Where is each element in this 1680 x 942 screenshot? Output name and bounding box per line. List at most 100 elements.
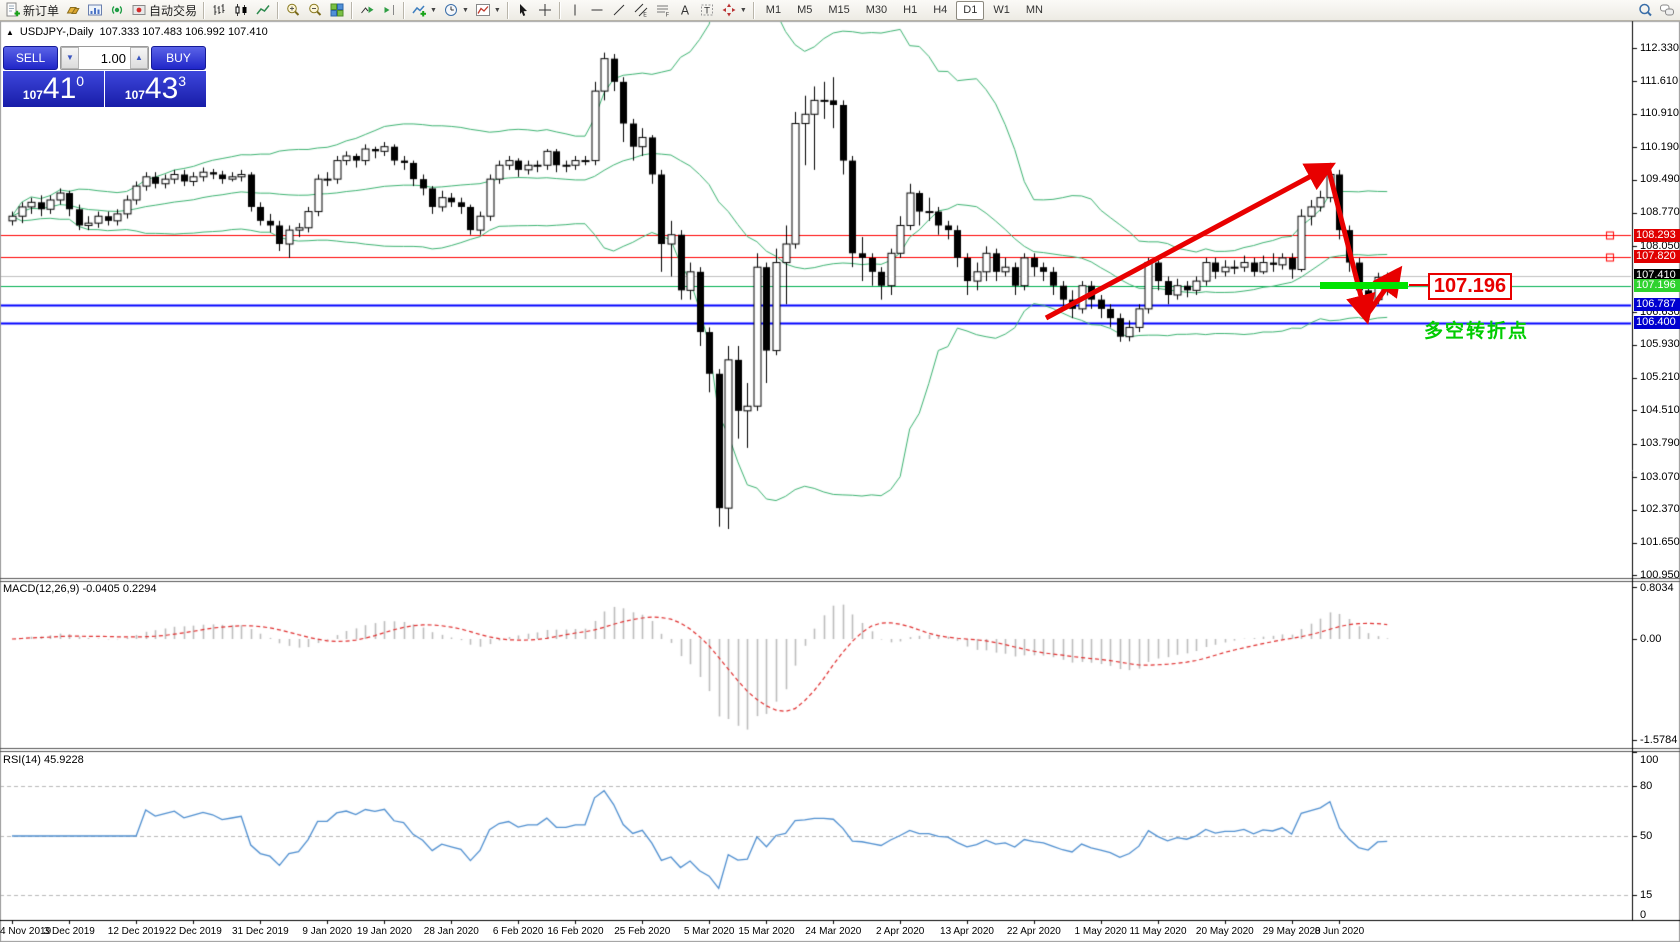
sell-price[interactable]: 107 41 0 <box>3 71 104 107</box>
crosshair-button[interactable] <box>534 0 556 21</box>
sell-price-pips: 41 <box>42 72 77 105</box>
time-axis-label: 28 Jan 2020 <box>423 926 479 937</box>
fibonacci-button[interactable]: F <box>652 0 674 21</box>
buy-price-point: 3 <box>178 73 187 89</box>
arrows-icon <box>722 3 736 17</box>
news-icon <box>111 6 123 14</box>
zoom-out-button[interactable] <box>304 0 326 21</box>
timeframe-w1-button[interactable]: W1 <box>993 3 1010 16</box>
fibonacci-icon: F <box>656 5 670 19</box>
search-icon <box>1639 3 1652 17</box>
crosshair-icon <box>538 4 551 16</box>
rsi-axis-tick: 80 <box>1640 779 1653 792</box>
toolbar-separator <box>351 1 354 19</box>
symbol-name: USDJPY-,Daily <box>19 26 94 38</box>
chart-shift-button[interactable] <box>378 0 400 21</box>
price-axis-tick: 108.050 <box>1640 239 1680 252</box>
svg-text:T: T <box>703 7 710 17</box>
rsi-axis-tick: 100 <box>1640 754 1659 766</box>
indicators-button[interactable]: ▼ <box>408 0 440 21</box>
timeframe-m15-button[interactable]: M15 <box>828 3 850 16</box>
equidistant-channel-button[interactable]: E <box>630 0 652 21</box>
symbol-up-icon: ▲ <box>6 27 14 37</box>
support-highlight-bar[interactable] <box>1320 282 1408 290</box>
tile-windows-icon <box>330 3 344 17</box>
time-axis-label: 11 May 2020 <box>1129 926 1187 937</box>
candlestick-mode-button[interactable] <box>230 0 252 21</box>
time-axis-label: 29 May 2020 <box>1262 926 1321 937</box>
macd-indicator-label: MACD(12,26,9) -0.0405 0.2294 <box>3 583 157 595</box>
price-line-label: 106.787 <box>1634 298 1680 312</box>
autotrade-icon <box>132 5 146 15</box>
channel-icon: E <box>634 3 648 19</box>
timeframe-m5-button[interactable]: M5 <box>797 3 813 16</box>
volume-up-button[interactable]: ▲ <box>130 47 148 69</box>
cursor-button[interactable] <box>512 0 534 21</box>
autotrading-label: 自动交易 <box>149 3 198 18</box>
horizontal-line-button[interactable] <box>586 0 608 21</box>
vertical-line-button[interactable] <box>564 0 586 21</box>
chat-icon <box>1660 4 1674 16</box>
buy-button[interactable]: BUY <box>151 46 206 70</box>
new-order-button[interactable]: 新订单 <box>2 0 62 21</box>
line-chart-mode-button[interactable] <box>252 0 274 21</box>
chevron-down-icon: ▼ <box>461 6 469 14</box>
arrows-button[interactable]: ▼ <box>718 0 750 21</box>
price-axis-tick: 100.950 <box>1640 568 1680 581</box>
trendline-button[interactable] <box>608 0 630 21</box>
volume-down-button[interactable]: ▼ <box>61 47 79 69</box>
auto-scroll-icon <box>361 6 374 14</box>
svg-text:E: E <box>643 12 647 19</box>
chart-shift-icon <box>384 5 395 15</box>
autotrading-button[interactable]: 自动交易 <box>128 0 200 21</box>
price-axis-tick: 104.510 <box>1640 403 1680 416</box>
profiles-button[interactable] <box>84 0 106 21</box>
timeframe-h1-button[interactable]: H1 <box>903 3 918 16</box>
cursor-icon <box>519 4 527 16</box>
tile-windows-button[interactable] <box>326 0 348 21</box>
toolbar-separator <box>558 1 561 19</box>
news-button[interactable] <box>106 0 128 21</box>
text-button[interactable]: A <box>674 0 696 21</box>
timeframe-d1-button[interactable]: D1 <box>956 0 985 20</box>
price-annotation-box[interactable]: 107.196 <box>1428 273 1512 300</box>
time-axis-label: 3 Dec 2019 <box>43 926 95 937</box>
timeframe-mn-button[interactable]: MN <box>1025 3 1043 16</box>
price-axis-tick: 105.210 <box>1640 371 1680 384</box>
sell-button[interactable]: SELL <box>3 46 58 70</box>
text-label-button[interactable]: T <box>696 0 718 21</box>
toolbar-separator <box>203 1 206 19</box>
timeframe-h4-button[interactable]: H4 <box>933 3 948 16</box>
buy-price[interactable]: 107 43 3 <box>105 71 206 107</box>
price-axis-tick: 109.490 <box>1640 173 1680 186</box>
gold-button[interactable] <box>62 0 84 21</box>
chat-button[interactable] <box>1656 0 1678 21</box>
search-button[interactable] <box>1634 0 1656 21</box>
auto-scroll-button[interactable] <box>356 0 378 21</box>
timeframe-m1-button[interactable]: M1 <box>765 3 782 16</box>
timeframe-m30-button[interactable]: M30 <box>865 3 888 16</box>
periods-button[interactable]: ▼ <box>440 0 472 21</box>
price-line-label: 107.410 <box>1634 269 1680 283</box>
rsi-axis-tick: 15 <box>1640 888 1653 901</box>
templates-icon <box>475 4 490 16</box>
svg-text:F: F <box>666 12 670 19</box>
price-line-label: 108.293 <box>1634 228 1680 242</box>
volume-input[interactable] <box>79 47 130 69</box>
zoom-in-button[interactable] <box>282 0 304 21</box>
price-axis-tick: 110.190 <box>1640 140 1679 153</box>
zoom-in-icon <box>287 3 300 16</box>
time-axis-label: 24 Mar 2020 <box>805 926 862 937</box>
new-order-icon <box>6 2 20 17</box>
time-axis-label: 16 Feb 2020 <box>547 926 604 937</box>
bar-chart-icon <box>213 4 225 15</box>
price-axis-tick: 111.610 <box>1640 74 1679 87</box>
time-axis-label: 22 Dec 2019 <box>165 926 222 937</box>
price-axis-tick: 105.930 <box>1640 338 1680 351</box>
new-order-label: 新订单 <box>23 3 60 18</box>
bar-chart-mode-button[interactable] <box>208 0 230 21</box>
sell-price-point: 0 <box>76 73 85 89</box>
templates-button[interactable]: ▼ <box>472 0 504 21</box>
